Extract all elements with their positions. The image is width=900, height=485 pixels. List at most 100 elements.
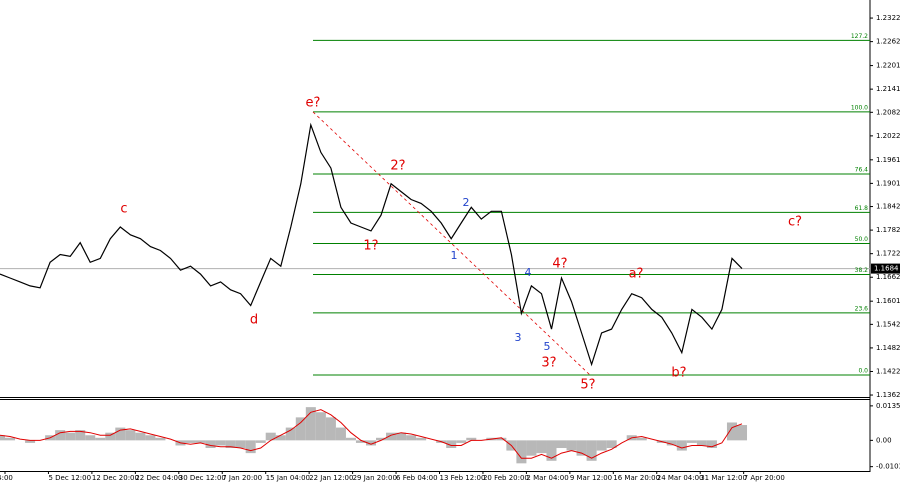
histogram-bar: [115, 427, 126, 441]
wave-label: a?: [629, 267, 644, 282]
histogram-bar: [125, 430, 136, 441]
histogram-bar: [195, 440, 206, 443]
histogram-bar: [185, 440, 196, 443]
histogram-bar: [526, 440, 537, 456]
histogram-bar: [566, 440, 577, 451]
histogram-bar: [155, 437, 166, 441]
histogram-bar: [386, 432, 397, 441]
fib-label: 100.0: [851, 104, 868, 111]
histogram-bar: [5, 437, 16, 441]
histogram-bar: [536, 440, 547, 454]
y-tick-label: 1.2322: [876, 14, 900, 22]
wave-label: b?: [671, 366, 686, 381]
histogram-bar: [345, 437, 356, 441]
signal-line: [0, 409, 743, 459]
histogram-bar: [586, 440, 597, 461]
histogram-bar: [105, 432, 116, 441]
fib-label: 50.0: [855, 236, 869, 243]
wave-label: 4?: [552, 257, 567, 272]
histogram-bar: [85, 435, 96, 441]
x-tick-label: 31 Mar 12:00: [700, 474, 747, 482]
histogram-bar: [676, 440, 687, 451]
y-tick-label: 1.1901: [876, 179, 900, 187]
y-tick-label: 1.2082: [876, 108, 900, 116]
y-tick-label: 1.1842: [876, 203, 900, 211]
wave-label: c?: [788, 215, 802, 230]
x-tick-label: 20 Feb 20:00: [483, 474, 529, 482]
y-tick-label: 1.1482: [876, 344, 900, 352]
wave-label: 1: [451, 249, 458, 262]
wave-label: d: [250, 313, 258, 328]
histogram-bar: [686, 440, 697, 443]
histogram-bar: [446, 440, 457, 449]
y-tick-label: 1.1362: [876, 391, 900, 399]
wave-label: 5: [544, 340, 551, 353]
osc-tick-label: 0.0135: [876, 402, 900, 410]
y-tick-label: 1.1782: [876, 226, 900, 234]
x-tick-label: 15 Jan 04:00: [266, 474, 310, 482]
x-tick-label: 5 Dec 12:00: [48, 474, 91, 482]
y-tick-label: 1.1662: [876, 273, 900, 281]
wave-label: 1?: [363, 239, 378, 254]
histogram-bar: [225, 440, 236, 449]
histogram-bar: [315, 412, 326, 441]
y-tick-label: 1.1961: [876, 156, 900, 164]
histogram-bar: [0, 435, 6, 441]
histogram-bar: [75, 430, 86, 441]
y-tick-label: 1.2141: [876, 85, 900, 93]
histogram-bar: [396, 432, 407, 441]
histogram-bar: [696, 440, 707, 446]
histogram-bar: [65, 432, 76, 441]
x-tick-label: 22 Jan 12:00: [309, 474, 353, 482]
histogram-bar: [295, 417, 306, 441]
wave-label: 2: [463, 196, 470, 209]
wave-label: c: [120, 202, 127, 217]
y-tick-label: 1.1601: [876, 297, 900, 305]
histogram-bar: [406, 435, 417, 441]
histogram-bar: [736, 425, 748, 441]
x-tick-label: 7 Apr 20:00: [744, 474, 785, 482]
x-tick-label: 13 Feb 12:00: [440, 474, 486, 482]
x-tick-label: 24 Mar 04:00: [657, 474, 704, 482]
histogram-bar: [265, 432, 276, 441]
histogram-bar: [95, 437, 106, 441]
x-tick-label: 7 Jan 20:00: [222, 474, 262, 482]
histogram-bar: [456, 440, 467, 443]
x-tick-label: 22 Dec 04:00: [135, 474, 182, 482]
price-line: [0, 122, 743, 367]
x-tick-label: 16 Mar 20:00: [613, 474, 660, 482]
wave-label: 2?: [390, 159, 405, 174]
histogram-bar: [355, 440, 366, 443]
x-tick-label: 30 Dec 12:00: [179, 474, 226, 482]
histogram-bar: [516, 440, 527, 464]
histogram-bar: [285, 427, 296, 441]
histogram-bar: [376, 437, 387, 441]
histogram-bar: [416, 437, 427, 441]
histogram-bar: [245, 440, 256, 454]
histogram-bar: [275, 435, 286, 441]
wave-label: 3: [515, 331, 522, 344]
histogram-bar: [305, 407, 316, 441]
x-tick-label: 29 Jan 20:00: [353, 474, 397, 482]
histogram-bar: [215, 440, 226, 446]
x-tick-label: 2 Mar 04:00: [526, 474, 568, 482]
histogram-bar: [466, 437, 477, 441]
wave-label: e?: [306, 96, 321, 111]
y-tick-label: 1.1722: [876, 250, 900, 258]
y-tick-label: 1.2022: [876, 132, 900, 140]
histogram-bar: [235, 440, 246, 449]
histogram-bar: [556, 440, 567, 449]
osc-tick-label: -0.0103: [876, 463, 900, 471]
y-tick-label: 1.2201: [876, 62, 900, 70]
fib-label: 76.4: [855, 167, 869, 174]
y-tick-label: 1.2262: [876, 38, 900, 46]
fib-label: 61.8: [855, 205, 869, 212]
histogram-bar: [365, 440, 377, 446]
histogram-bar: [706, 440, 717, 449]
wave-label: 5?: [580, 378, 595, 393]
histogram-bar: [255, 440, 266, 443]
histogram-bar: [205, 440, 216, 449]
fib-label: 23.6: [855, 305, 869, 312]
histogram-bar: [145, 435, 156, 441]
x-tick-label: 12 Dec 20:00: [92, 474, 139, 482]
